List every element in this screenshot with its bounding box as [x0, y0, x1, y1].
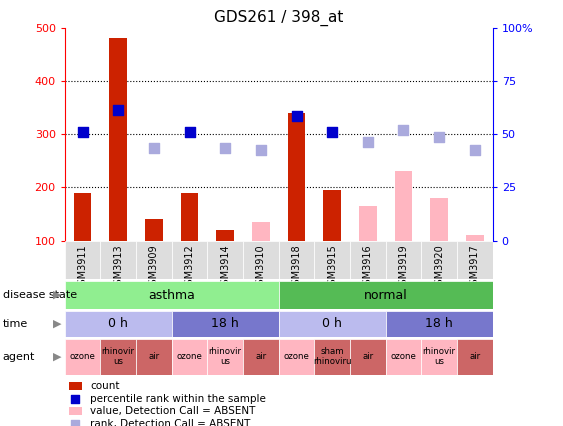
Text: agent: agent: [3, 352, 35, 362]
Text: GSM3915: GSM3915: [327, 245, 337, 291]
Text: GSM3918: GSM3918: [292, 245, 302, 291]
Bar: [69, 407, 82, 415]
Point: [149, 144, 158, 151]
Bar: [243, 339, 279, 375]
Text: GSM3910: GSM3910: [256, 245, 266, 291]
Bar: [350, 241, 386, 279]
Bar: [395, 171, 412, 241]
Text: time: time: [3, 319, 28, 329]
Point: [78, 128, 87, 135]
Bar: [430, 198, 448, 241]
Point: [435, 133, 444, 140]
Text: normal: normal: [364, 288, 408, 302]
Text: GSM3913: GSM3913: [113, 245, 123, 291]
Point: [185, 128, 194, 135]
Point: [363, 139, 372, 146]
Point: [470, 147, 479, 153]
Text: rhinovir
us: rhinovir us: [102, 347, 135, 366]
Bar: [279, 339, 314, 375]
Bar: [421, 241, 457, 279]
Bar: [243, 241, 279, 279]
Text: GSM3916: GSM3916: [363, 245, 373, 291]
Text: 18 h: 18 h: [211, 317, 239, 330]
Text: ▶: ▶: [53, 352, 62, 362]
Text: GSM3917: GSM3917: [470, 245, 480, 291]
Text: ozone: ozone: [284, 352, 310, 361]
Text: ▶: ▶: [53, 290, 62, 300]
Bar: [74, 193, 91, 241]
Point: [328, 128, 337, 135]
Bar: [279, 311, 386, 337]
Bar: [350, 339, 386, 375]
Point: [292, 112, 301, 119]
Point: [399, 127, 408, 133]
Text: air: air: [148, 352, 159, 361]
Bar: [65, 281, 279, 309]
Point: [71, 395, 80, 402]
Bar: [288, 113, 305, 241]
Bar: [457, 241, 493, 279]
Bar: [359, 206, 377, 241]
Text: ozone: ozone: [70, 352, 96, 361]
Text: air: air: [469, 352, 480, 361]
Text: asthma: asthma: [148, 288, 195, 302]
Point: [221, 144, 230, 151]
Bar: [181, 193, 198, 241]
Text: percentile rank within the sample: percentile rank within the sample: [91, 394, 266, 403]
Point: [256, 147, 265, 153]
Text: air: air: [362, 352, 373, 361]
Text: ozone: ozone: [391, 352, 417, 361]
Bar: [314, 339, 350, 375]
Text: rank, Detection Call = ABSENT: rank, Detection Call = ABSENT: [91, 419, 251, 426]
Text: ozone: ozone: [177, 352, 203, 361]
Text: GSM3909: GSM3909: [149, 245, 159, 291]
Text: rhinovir
us: rhinovir us: [423, 347, 455, 366]
Bar: [457, 339, 493, 375]
Text: GSM3912: GSM3912: [185, 245, 195, 291]
Bar: [172, 311, 279, 337]
Bar: [100, 339, 136, 375]
Bar: [421, 339, 457, 375]
Bar: [65, 339, 100, 375]
Text: ▶: ▶: [53, 319, 62, 329]
Bar: [279, 241, 314, 279]
Title: GDS261 / 398_at: GDS261 / 398_at: [214, 10, 343, 26]
Bar: [172, 339, 207, 375]
Text: GSM3920: GSM3920: [434, 245, 444, 291]
Bar: [172, 241, 207, 279]
Text: 0 h: 0 h: [108, 317, 128, 330]
Text: GSM3911: GSM3911: [78, 245, 88, 291]
Bar: [314, 241, 350, 279]
Bar: [69, 382, 82, 390]
Text: rhinovir
us: rhinovir us: [209, 347, 242, 366]
Bar: [136, 339, 172, 375]
Bar: [386, 311, 493, 337]
Text: value, Detection Call = ABSENT: value, Detection Call = ABSENT: [91, 406, 256, 416]
Text: 0 h: 0 h: [322, 317, 342, 330]
Text: count: count: [91, 381, 120, 391]
Point: [71, 421, 80, 426]
Text: sham
rhinoviru: sham rhinoviru: [313, 347, 351, 366]
Bar: [252, 222, 270, 241]
Text: 18 h: 18 h: [425, 317, 453, 330]
Bar: [279, 281, 493, 309]
Bar: [386, 241, 421, 279]
Bar: [216, 230, 234, 241]
Text: GSM3914: GSM3914: [220, 245, 230, 291]
Text: GSM3919: GSM3919: [399, 245, 409, 291]
Text: disease state: disease state: [3, 290, 77, 300]
Text: air: air: [255, 352, 266, 361]
Bar: [145, 219, 163, 241]
Bar: [386, 339, 421, 375]
Bar: [207, 339, 243, 375]
Bar: [207, 241, 243, 279]
Bar: [100, 241, 136, 279]
Bar: [466, 235, 484, 241]
Bar: [109, 38, 127, 241]
Point: [114, 107, 123, 114]
Bar: [65, 311, 172, 337]
Bar: [323, 190, 341, 241]
Bar: [136, 241, 172, 279]
Bar: [65, 241, 100, 279]
